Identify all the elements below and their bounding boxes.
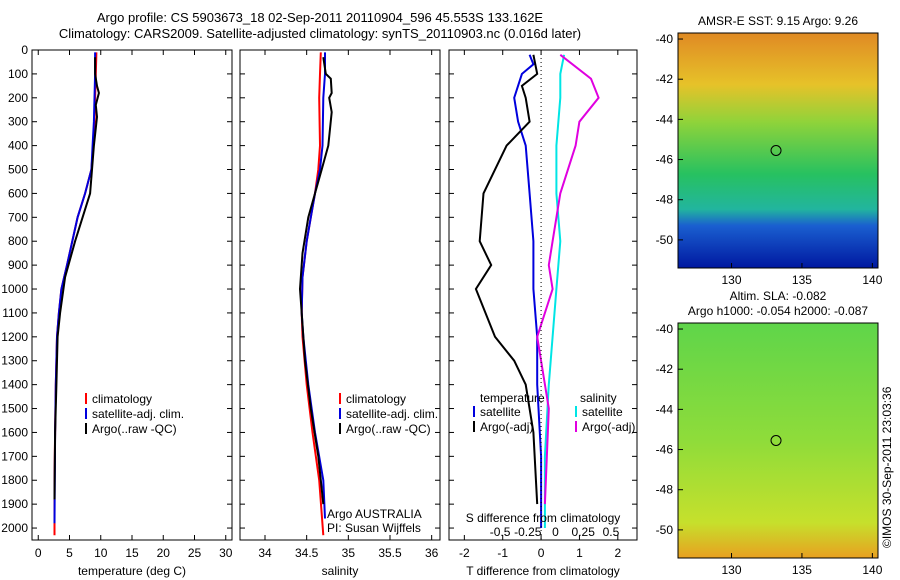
map-y-tick-label: -44 — [656, 112, 674, 126]
x-axis-label: T difference from climatology — [466, 564, 620, 578]
series-line-salinity-argo-adj- — [536, 54, 600, 505]
map-x-tick-label: 140 — [862, 563, 882, 577]
y-tick-label: 200 — [8, 91, 28, 105]
y-tick-label: 400 — [8, 139, 28, 153]
x-tick-label: -1 — [497, 546, 508, 560]
y-tick-label: 1100 — [2, 306, 28, 320]
y-tick-label: 1700 — [1, 449, 28, 463]
map-y-tick-label: -50 — [656, 523, 674, 537]
map-title: Argo h1000: -0.054 h2000: -0.087 — [688, 304, 868, 318]
s-diff-tick-label: 0.5 — [603, 525, 620, 539]
x-tick-label: 10 — [94, 546, 108, 560]
climatology-title: Climatology: CARS2009. Satellite-adjuste… — [58, 26, 582, 41]
y-tick-label: 1900 — [1, 497, 28, 511]
x-tick-label: 20 — [157, 546, 171, 560]
x-axis-label: temperature (deg C) — [78, 564, 186, 578]
argo-institution: Argo AUSTRALIA — [327, 507, 422, 521]
y-tick-label: 600 — [8, 186, 28, 200]
salinity-diff-legend-label: Argo(-adj) — [582, 420, 635, 434]
series-line-argo-raw-qc- — [53, 57, 100, 500]
y-tick-label: 1400 — [1, 378, 28, 392]
argo-pi: PI: Susan Wijffels — [327, 521, 421, 535]
map-y-tick-label: -40 — [656, 32, 674, 46]
series-line-salinity-satellite — [543, 54, 566, 528]
temperature-legend-label: satellite-adj. clim. — [92, 407, 184, 421]
temperature-diff-legend-label: satellite — [480, 405, 521, 419]
y-tick-label: 1500 — [1, 402, 28, 416]
y-tick-label: 700 — [8, 210, 28, 224]
series-line-argo-raw-qc- — [298, 57, 333, 505]
map-y-tick-label: -44 — [656, 402, 674, 416]
series-line-temperature-argo-adj- — [474, 54, 539, 505]
map-y-tick-label: -50 — [656, 233, 674, 247]
map-title: Altim. SLA: -0.082 — [730, 289, 827, 303]
plot-frame-1 — [239, 49, 441, 541]
s-diff-tick-label: 0 — [552, 525, 559, 539]
y-tick-label: 0 — [21, 43, 28, 57]
y-tick-label: 2000 — [1, 521, 28, 535]
y-tick-label: 300 — [8, 115, 28, 129]
s-diff-tick-label: -0.5 — [490, 525, 511, 539]
map-field-4 — [677, 322, 879, 559]
y-tick-label: 1800 — [1, 473, 28, 487]
s-diff-tick-label: -0.25 — [514, 525, 542, 539]
s-diff-axis-label: S difference from climatology — [466, 511, 621, 525]
s-diff-tick-label: 0.25 — [572, 525, 596, 539]
temperature-legend-label: climatology — [92, 392, 152, 406]
figure-header: Argo profile: CS 5903673_18 02-Sep-2011 … — [0, 10, 640, 42]
map-y-tick-label: -42 — [656, 72, 674, 86]
y-tick-label: 500 — [8, 163, 28, 177]
y-tick-label: 1000 — [1, 282, 28, 296]
x-tick-label: 25 — [188, 546, 202, 560]
map-x-tick-label: 135 — [792, 273, 812, 287]
map-y-tick-label: -46 — [656, 153, 674, 167]
x-tick-label: 36 — [425, 546, 439, 560]
salinity-legend-title: salinity — [580, 391, 617, 405]
map-title: AMSR-E SST: 9.15 Argo: 9.26 — [698, 14, 858, 28]
x-tick-label: 15 — [125, 546, 139, 560]
y-tick-label: 1600 — [1, 425, 28, 439]
map-x-tick-label: 140 — [862, 273, 882, 287]
x-tick-label: 35 — [342, 546, 356, 560]
map-field-3 — [677, 32, 879, 269]
plot-frame-0 — [31, 49, 233, 541]
temperature-diff-legend-label: Argo(-adj) — [480, 420, 533, 434]
series-line-temperature-satellite — [513, 54, 543, 528]
x-tick-label: 35.5 — [378, 546, 402, 560]
plot-frame-2 — [448, 49, 638, 541]
argo-position-marker — [770, 435, 782, 446]
map-y-tick-label: -48 — [656, 483, 674, 497]
x-tick-label: 34.5 — [295, 546, 319, 560]
salinity-diff-legend-label: satellite — [582, 405, 623, 419]
temperature-legend-label: Argo(..raw -QC) — [92, 422, 177, 436]
y-tick-label: 100 — [8, 67, 28, 81]
map-x-tick-label: 130 — [722, 273, 742, 287]
x-tick-label: 30 — [219, 546, 233, 560]
argo-position-marker — [770, 145, 782, 156]
map-x-tick-label: 130 — [722, 563, 742, 577]
salinity-legend-label: Argo(..raw -QC) — [346, 422, 431, 436]
x-tick-label: -2 — [459, 546, 470, 560]
y-tick-label: 800 — [8, 234, 28, 248]
x-tick-label: 0 — [35, 546, 42, 560]
y-tick-label: 900 — [8, 258, 28, 272]
map-y-tick-label: -42 — [656, 362, 674, 376]
x-tick-label: 34 — [258, 546, 272, 560]
salinity-legend-label: climatology — [346, 392, 406, 406]
y-tick-label: 1200 — [1, 330, 28, 344]
map-x-tick-label: 135 — [792, 563, 812, 577]
salinity-legend-label: satellite-adj. clim. — [346, 407, 438, 421]
x-tick-label: 2 — [614, 546, 621, 560]
x-tick-label: 0 — [538, 546, 545, 560]
temperature-legend-title: temperature — [480, 391, 545, 405]
x-axis-label: salinity — [322, 564, 359, 578]
x-tick-label: 1 — [576, 546, 583, 560]
map-y-tick-label: -40 — [656, 322, 674, 336]
profile-title: Argo profile: CS 5903673_18 02-Sep-2011 … — [96, 10, 544, 25]
map-y-tick-label: -46 — [656, 443, 674, 457]
x-tick-label: 5 — [66, 546, 73, 560]
y-tick-label: 1300 — [1, 354, 28, 368]
map-y-tick-label: -48 — [656, 193, 674, 207]
